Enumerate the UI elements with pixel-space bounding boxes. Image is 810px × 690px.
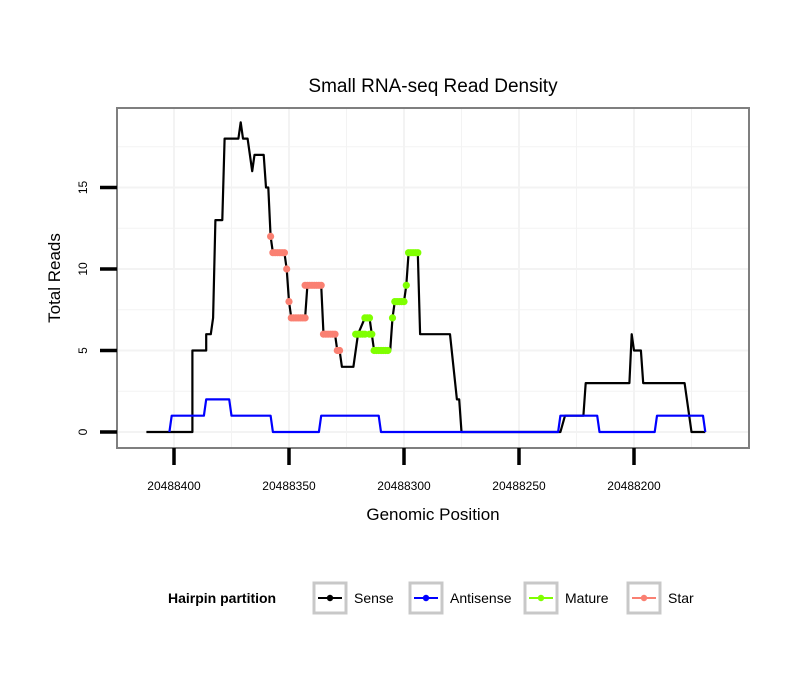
data-point-mature: [400, 298, 408, 306]
data-point-star: [331, 330, 339, 338]
x-axis: 20488400 20488350 20488300 20488250 20488200: [147, 448, 661, 493]
x-tick-label: 20488400: [147, 479, 201, 493]
data-point-mature: [368, 330, 376, 338]
data-point-star: [280, 249, 288, 257]
legend-label-mature: Mature: [565, 590, 609, 606]
data-point-mature: [384, 346, 392, 355]
data-point-mature: [388, 314, 397, 322]
grid: [118, 109, 748, 447]
y-axis: 0 5 10 15: [76, 181, 117, 435]
legend-title: Hairpin partition: [168, 590, 276, 606]
y-tick-label: 10: [76, 262, 90, 276]
legend-key-point: [537, 594, 545, 602]
legend-key-point: [422, 594, 430, 602]
chart-title: Small RNA-seq Read Density: [308, 76, 558, 97]
data-point-star: [285, 298, 293, 306]
y-axis-title: Total Reads: [45, 233, 64, 323]
data-point-mature: [365, 314, 374, 322]
y-tick-label: 0: [76, 428, 90, 435]
series-layer: [146, 121, 707, 434]
legend-label-sense: Sense: [354, 590, 394, 606]
x-tick-label: 20488250: [492, 479, 546, 493]
series-line-antisense: [168, 398, 707, 434]
x-tick-label: 20488350: [262, 479, 316, 493]
legend-label-star: Star: [668, 590, 694, 606]
x-tick-label: 20488200: [607, 479, 661, 493]
y-tick-label: 5: [76, 347, 90, 354]
data-point-mature: [402, 281, 410, 289]
legend-item-mature: Mature: [523, 581, 609, 615]
data-point-mature: [414, 249, 422, 257]
y-tick-label: 15: [76, 181, 90, 195]
legend: Hairpin partition Sense Antisense Mature St…: [168, 581, 694, 615]
legend-label-antisense: Antisense: [450, 590, 512, 606]
plot-panel: [116, 107, 750, 449]
legend-item-sense: Sense: [312, 581, 394, 615]
x-tick-label: 20488300: [377, 479, 431, 493]
data-point-star: [317, 281, 325, 289]
x-axis-title: Genomic Position: [366, 505, 499, 524]
data-point-star: [267, 232, 275, 240]
legend-key-point: [640, 594, 648, 602]
data-point-star: [301, 314, 309, 322]
data-point-star: [283, 265, 291, 273]
legend-key-point: [326, 594, 334, 602]
legend-item-antisense: Antisense: [408, 581, 512, 615]
data-point-star: [336, 346, 344, 355]
legend-item-star: Star: [626, 581, 694, 615]
